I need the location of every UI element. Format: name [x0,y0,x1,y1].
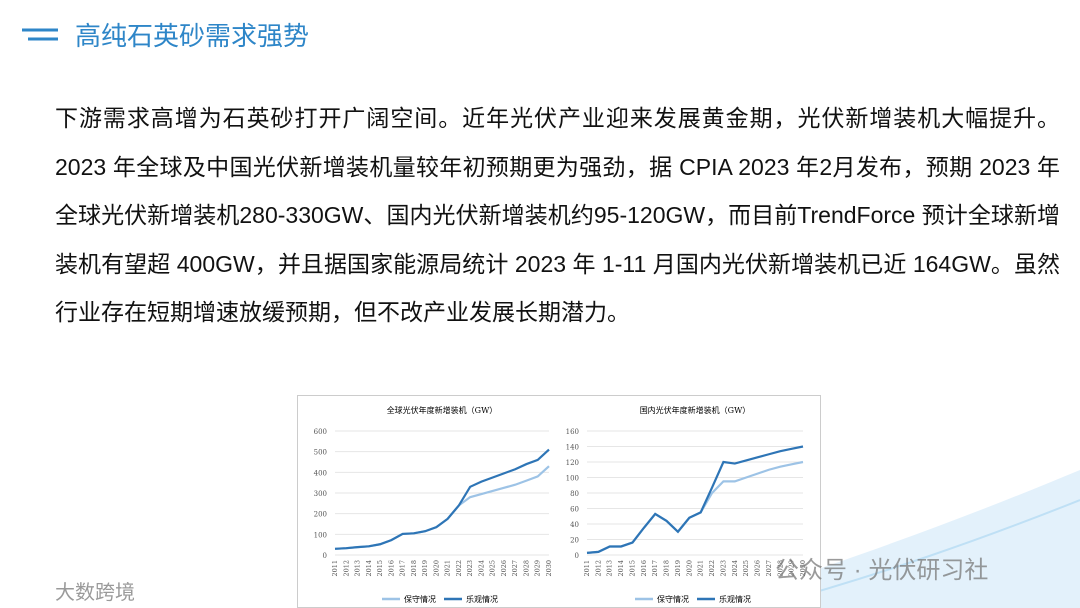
y-tick-label: 0 [575,552,579,560]
x-tick-label: 2022 [455,560,463,577]
x-tick-label: 2019 [674,560,682,577]
x-tick-label: 2016 [640,560,648,577]
x-tick-label: 2018 [663,560,671,577]
x-tick-label: 2026 [754,560,762,577]
line-series [586,445,804,555]
x-tick-label: 2030 [545,560,553,577]
x-tick-label: 2023 [466,560,474,577]
x-tick-label: 2027 [511,560,519,577]
x-tick-label: 2023 [719,560,727,577]
watermark: 大数跨境 [55,582,135,604]
x-tick-label: 2024 [731,560,739,577]
x-tick-label: 2019 [421,560,429,577]
x-tick-label: 2012 [342,560,350,577]
x-tick-label: 2028 [522,560,530,577]
y-tick-label: 140 [566,444,579,452]
paragraph: 下游需求高增为石英砂打开广阔空间。近年光伏产业迎来发展黄金期，光伏新增装机大幅提… [55,105,1060,325]
y-tick-label: 80 [570,490,579,498]
y-tick-label: 400 [314,469,327,477]
y-tick-label: 100 [314,531,327,539]
x-tick-label: 2015 [628,560,636,577]
x-tick-label: 2014 [617,560,625,577]
y-tick-label: 40 [570,521,579,529]
x-tick-label: 2029 [788,560,796,577]
x-tick-label: 2022 [708,560,716,577]
x-tick-label: 2014 [365,560,373,577]
x-tick-label: 2011 [331,560,339,577]
y-tick-label: 300 [314,490,327,498]
y-tick-label: 200 [314,511,327,519]
line-series [334,448,550,550]
chart-title: 国内光伏年度新增装机（GW） [640,405,751,415]
x-tick-label: 2024 [477,560,485,577]
x-tick-label: 2020 [432,560,440,577]
x-tick-label: 2029 [534,560,542,577]
x-tick-label: 2017 [399,560,407,577]
watermark: 公众号 · 光伏研习社 [775,557,989,584]
legend-label: 乐观情况 [466,594,498,604]
x-tick-label: 2027 [765,560,773,577]
x-tick-label: 2013 [354,560,362,577]
x-tick-label: 2021 [697,560,705,577]
y-tick-label: 500 [314,449,327,457]
x-tick-label: 2016 [387,560,395,577]
x-tick-label: 2017 [651,560,659,577]
chart-title: 全球光伏年度新增装机（GW） [387,405,498,415]
legend-label: 保守情况 [404,594,436,604]
header-title: 高纯石英砂需求强势 [75,21,310,51]
x-tick-label: 2028 [776,560,784,577]
y-tick-label: 160 [566,428,579,436]
legend-label: 乐观情况 [719,594,751,604]
y-tick-label: 600 [314,428,327,436]
x-tick-label: 2026 [500,560,508,577]
x-tick-label: 2030 [799,560,807,577]
x-tick-label: 2012 [594,560,602,577]
x-tick-label: 2018 [410,560,418,577]
y-tick-label: 0 [323,552,327,560]
x-tick-label: 2011 [583,560,591,577]
x-tick-label: 2020 [685,560,693,577]
y-tick-label: 60 [570,506,579,514]
y-tick-label: 100 [566,475,579,483]
y-tick-label: 120 [566,459,579,467]
legend-label: 保守情况 [657,594,689,604]
x-tick-label: 2013 [606,560,614,577]
x-tick-label: 2025 [489,560,497,577]
y-tick-label: 20 [570,537,579,545]
x-tick-label: 2025 [742,560,750,577]
x-tick-label: 2015 [376,560,384,577]
swoosh [700,470,1080,608]
x-tick-label: 2021 [444,560,452,577]
